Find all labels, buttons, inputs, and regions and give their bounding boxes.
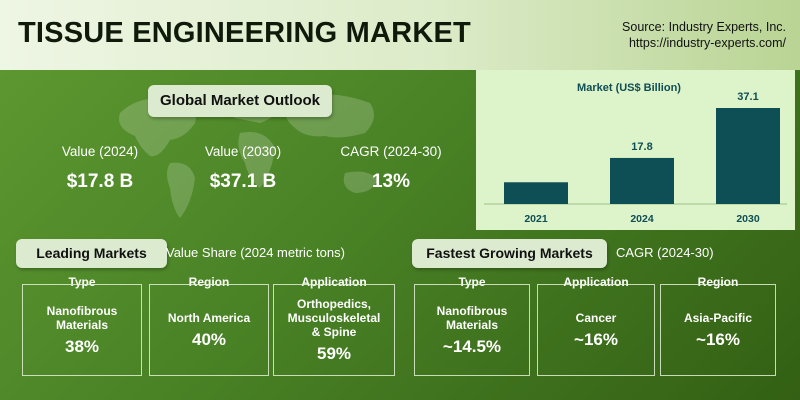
leading-col-head-application: Application [301, 275, 367, 289]
leading-markets-heading: Leading Markets [16, 239, 167, 268]
card-label: Nanofibrous Materials [436, 303, 508, 332]
kpi-value-2030: Value (2030) $37.1 B [178, 144, 308, 193]
card-value: ~16% [696, 329, 740, 349]
tick-label-2021: 2021 [524, 213, 548, 225]
fastest-card-region: Asia-Pacific ~16% [660, 284, 776, 376]
card-value: ~16% [574, 329, 618, 349]
bar-2024 [610, 157, 674, 204]
card-value: 40% [191, 329, 227, 349]
data-label-2024: 17.8 [631, 141, 652, 153]
fastest-markets-note: CAGR (2024-30) [616, 245, 714, 260]
header-band: TISSUE ENGINEERING MARKET Source: Indust… [0, 0, 800, 70]
leading-markets-note: Value Share (2024 metric tons) [166, 245, 345, 260]
bar-2021 [504, 182, 568, 204]
leading-col-head-type: Type [68, 275, 96, 289]
bar-2030 [716, 108, 780, 204]
outlook-heading: Global Market Outlook [148, 85, 332, 117]
card-value: 59% [316, 343, 352, 363]
fastest-card-type: Nanofibrous Materials ~14.5% [414, 284, 530, 376]
card-label: Cancer [575, 310, 617, 325]
fastest-col-head-type: Type [458, 275, 486, 289]
market-bar-chart: Market (US$ Billion) 2021 2024 17.8 2030 37.… [484, 82, 787, 225]
kpi-label: Value (2024) [61, 144, 139, 159]
card-label: Asia-Pacific [683, 310, 753, 325]
kpi-label: Value (2030) [204, 144, 282, 159]
chart-title: Market (US$ Billion) [577, 82, 681, 94]
fastest-col-head-application: Application [563, 275, 629, 289]
kpi-value: $17.8 B [66, 171, 134, 192]
card-label: Orthopedics, Musculoskeletal & Spine [287, 296, 381, 339]
card-value: ~14.5% [442, 336, 502, 356]
card-label: Nanofibrous Materials [46, 303, 118, 332]
source-url[interactable]: https://industry-experts.com/ [628, 36, 786, 50]
source-block: Source: Industry Experts, Inc. https://i… [622, 19, 786, 51]
fastest-col-head-region: Region [697, 275, 739, 289]
leading-card-application: Orthopedics, Musculoskeletal & Spine 59% [273, 284, 395, 376]
kpi-value: $37.1 B [209, 171, 277, 192]
leading-col-head-region: Region [188, 275, 230, 289]
tick-label-2024: 2024 [630, 213, 654, 225]
kpi-cagr: CAGR (2024-30) 13% [326, 144, 456, 193]
fastest-markets-heading: Fastest Growing Markets [412, 239, 607, 268]
leading-card-type: Nanofibrous Materials 38% [22, 284, 142, 376]
kpi-value: 13% [371, 171, 411, 192]
fastest-card-application: Cancer ~16% [537, 284, 655, 376]
kpi-label: CAGR (2024-30) [340, 144, 442, 159]
data-label-2030: 37.1 [737, 91, 758, 103]
tick-label-2030: 2030 [736, 213, 760, 225]
leading-card-region: North America 40% [149, 284, 269, 376]
card-value: 38% [64, 336, 100, 356]
card-label: North America [167, 310, 251, 325]
page-title: TISSUE ENGINEERING MARKET [18, 17, 471, 49]
kpi-value-2024: Value (2024) $17.8 B [35, 144, 165, 193]
source-name: Source: Industry Experts, Inc. [622, 20, 786, 34]
market-chart-panel: Market (US$ Billion) 2021 2024 17.8 2030 37.… [476, 70, 795, 230]
